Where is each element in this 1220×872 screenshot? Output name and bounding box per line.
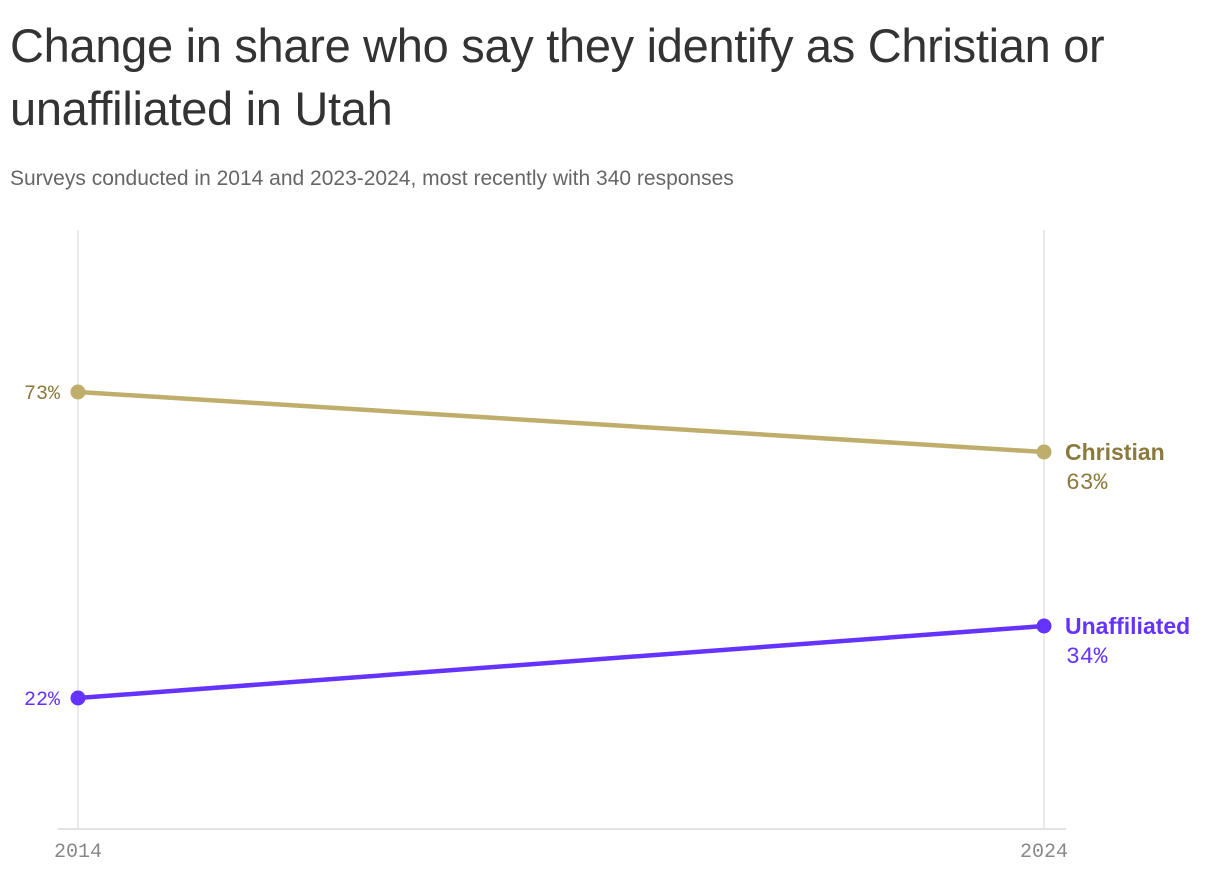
- unaffiliated-series-label: Unaffiliated: [1065, 613, 1190, 639]
- x-tick-label: 2024: [1020, 841, 1068, 864]
- christian-point-end: [1036, 444, 1052, 460]
- christian-start-value: 73%: [24, 383, 61, 406]
- christian-series-label: Christian: [1065, 439, 1165, 465]
- gridlines: [77, 230, 1045, 829]
- series-layer: 73% Christian 63% 22% Unaffiliated 34%: [24, 383, 1190, 712]
- unaffiliated-line: [75, 623, 1047, 701]
- christian-end-value: 63%: [1066, 470, 1108, 496]
- christian-point-start: [70, 384, 86, 400]
- christian-line: [75, 389, 1047, 455]
- chart-title: Change in share who say they identify as…: [10, 19, 1105, 135]
- unaffiliated-end-value: 34%: [1066, 644, 1108, 670]
- unaffiliated-point-end: [1036, 618, 1052, 634]
- x-tick-label: 2014: [54, 841, 102, 864]
- unaffiliated-start-value: 22%: [24, 689, 61, 712]
- unaffiliated-point-start: [70, 690, 86, 706]
- chart-subtitle: Surveys conducted in 2014 and 2023-2024,…: [10, 167, 734, 190]
